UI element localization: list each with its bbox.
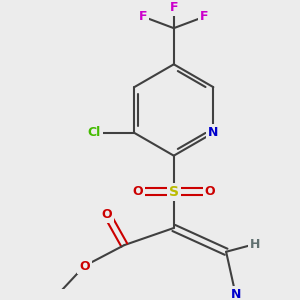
Text: N: N bbox=[208, 126, 218, 139]
Text: F: F bbox=[139, 10, 148, 23]
Text: O: O bbox=[79, 260, 90, 272]
Text: F: F bbox=[169, 1, 178, 14]
Text: H: H bbox=[250, 238, 260, 251]
Text: O: O bbox=[102, 208, 112, 221]
Text: O: O bbox=[205, 185, 215, 198]
Text: F: F bbox=[200, 10, 208, 23]
Text: O: O bbox=[132, 185, 143, 198]
Text: Cl: Cl bbox=[88, 126, 101, 139]
Text: S: S bbox=[169, 185, 179, 199]
Text: N: N bbox=[230, 288, 241, 300]
